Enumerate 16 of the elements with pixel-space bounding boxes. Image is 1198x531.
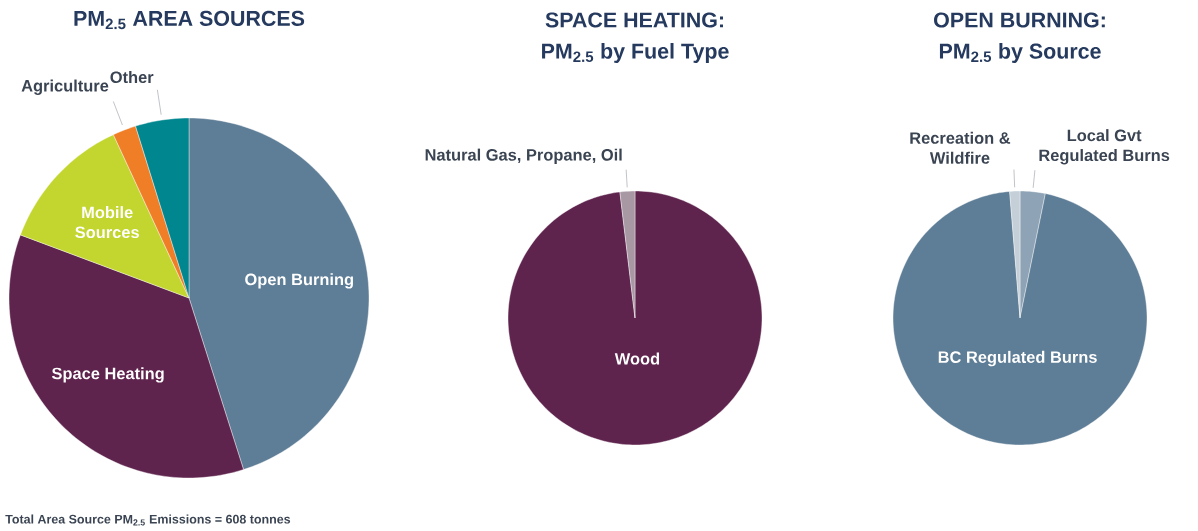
slice-label: BC Regulated Burns [938,350,1097,367]
slice-label: Recreation & Wildfire [910,131,1011,164]
chart-subtitle: PM$_{2.5}$ by Fuel Type [542,43,729,63]
slice-label: Open Burning [245,273,353,289]
chart-subtitle: PM$_{2.5}$ by Source [939,43,1101,63]
slice-label: Wood [614,352,660,365]
slice-label: Local Gvt Regulated Burns [1039,129,1170,165]
chart-title: SPACE HEATING: [545,12,723,28]
chart-title: OPEN BURNING: [934,12,1105,28]
text: Total Area Source PM$_{2.5}$ Emissions = 608 tonnes [5,514,291,526]
slice-label: Natural Gas, Propane, Oil [425,148,622,164]
slice-label: Agriculture [21,79,109,95]
slice-label: Mobile Sources [75,206,139,239]
slice-label: Space Heating [51,367,164,383]
chart-title: PM$_{2.5}$ AREA SOURCES [74,10,305,30]
slice-label: Other [110,70,154,84]
